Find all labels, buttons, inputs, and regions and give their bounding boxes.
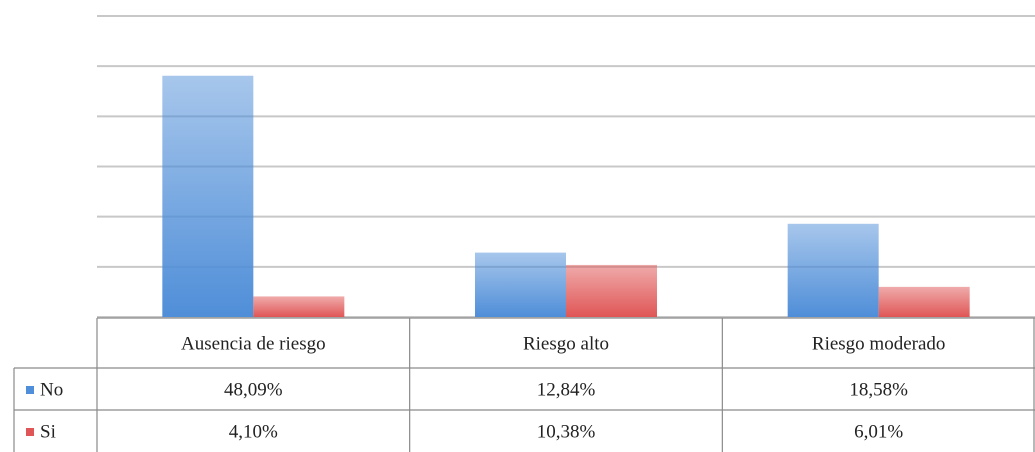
bar xyxy=(162,75,254,317)
value-label: 10,38% xyxy=(537,421,596,442)
legend-label: No xyxy=(40,379,63,400)
x-tick-label: Riesgo moderado xyxy=(812,333,946,354)
value-label: 18,58% xyxy=(849,379,908,400)
legend-swatch xyxy=(26,428,34,436)
x-tick-label: Riesgo alto xyxy=(523,333,609,354)
legend-label: Si xyxy=(40,421,56,442)
bar xyxy=(475,252,566,317)
x-tick-label: Ausencia de riesgo xyxy=(181,333,326,354)
value-label: 6,01% xyxy=(854,421,903,442)
bar xyxy=(787,223,879,317)
bar xyxy=(253,296,345,317)
legend-swatch xyxy=(26,386,34,394)
value-label: 48,09% xyxy=(224,379,283,400)
value-label: 4,10% xyxy=(229,421,278,442)
bar xyxy=(878,286,970,317)
bar xyxy=(566,264,657,317)
value-label: 12,84% xyxy=(537,379,596,400)
